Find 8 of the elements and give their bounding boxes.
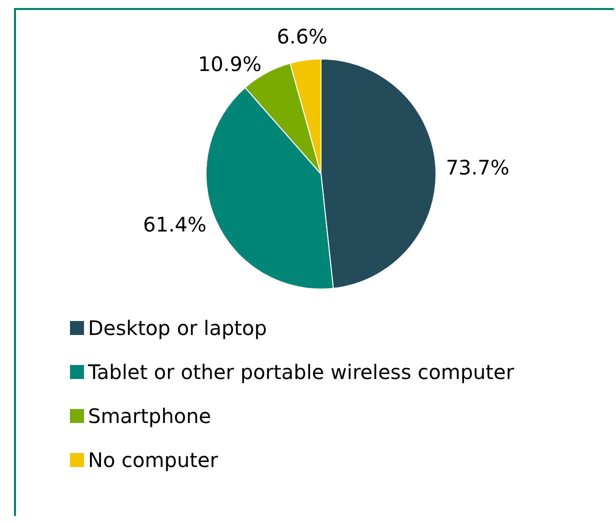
legend-label: Tablet or other portable wireless computer <box>88 360 514 384</box>
data-label: 73.7% <box>446 155 510 180</box>
legend-label: Desktop or laptop <box>88 316 267 340</box>
data-label: 10.9% <box>198 52 262 76</box>
legend-label: No computer <box>88 448 218 472</box>
data-label: 61.4% <box>143 212 207 236</box>
data-label: 6.6% <box>276 24 328 48</box>
legend-label: Smartphone <box>88 404 212 428</box>
